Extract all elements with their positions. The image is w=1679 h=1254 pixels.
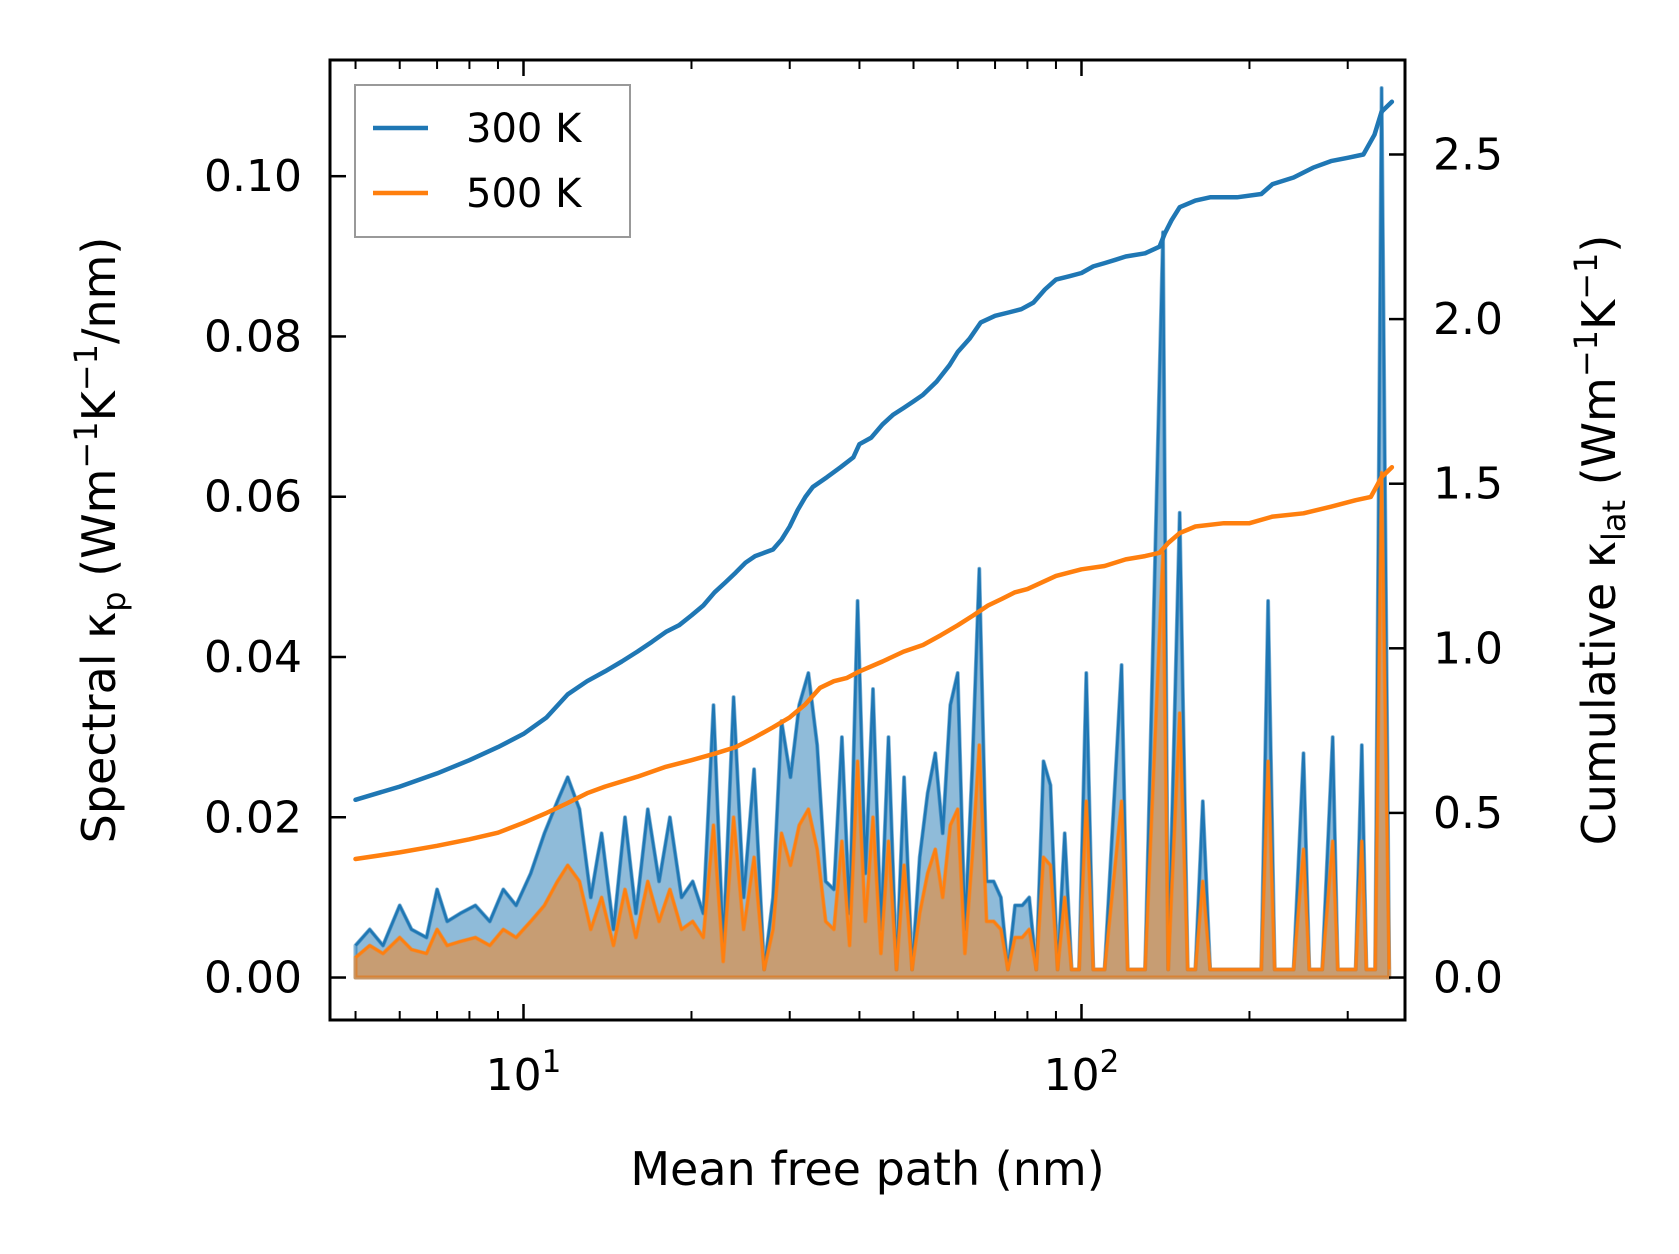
spectral-line-1 (354, 471, 1391, 971)
x-tick-label-exponent: 1 (542, 1044, 562, 1080)
y-left-tick-label: 0.08 (204, 311, 302, 362)
y-right-tick-label: 0.0 (1433, 953, 1503, 1004)
y-right-axis-label-unit: (Wm (1572, 377, 1626, 500)
plot-area (353, 86, 1395, 980)
y-left-axis-label-prefix: Spectral κ (72, 612, 126, 844)
x-axis-label: Mean free path (nm) (630, 1142, 1104, 1196)
y-right-tick-label: 2.5 (1433, 129, 1503, 180)
legend-label-0: 300 K (466, 106, 583, 152)
y-left-tick-label: 0.10 (204, 151, 302, 202)
y-right-axis-label-tail: ) (1572, 235, 1626, 253)
y-right-axis-label-mid: K (1572, 298, 1626, 330)
y-right-tick-label: 0.5 (1433, 788, 1503, 839)
y-right-axis-label: Cumulative κlat (Wm−1K−1) (1567, 235, 1633, 846)
y-left-axis-label-sup2: −1 (67, 344, 105, 391)
x-tick-label: 102 (1044, 1044, 1120, 1101)
x-tick-label-base: 10 (486, 1050, 542, 1101)
legend-label-1: 500 K (466, 171, 583, 217)
y-right-axis-label-subscript: lat (1595, 500, 1633, 541)
y-left-axis-label-subscript: p (95, 591, 133, 611)
y-right-axis-label-sup2: −1 (1567, 253, 1605, 300)
y-left-tick-label: 0.00 (204, 953, 302, 1004)
y-left-axis-label-mid: K (72, 389, 126, 421)
y-left-tick-label: 0.02 (204, 792, 302, 843)
x-tick-label-exponent: 2 (1100, 1044, 1120, 1080)
x-tick-label: 101 (486, 1044, 562, 1101)
y-right-tick-label: 1.0 (1433, 623, 1503, 674)
axes: 101 1020.000.020.040.060.080.100.00.51.01… (67, 58, 1633, 1196)
cumulative-line-0 (353, 99, 1395, 803)
y-right-tick-label: 1.5 (1433, 459, 1503, 510)
legend: 300 K 500 K (354, 84, 631, 238)
y-left-tick-label: 0.04 (204, 632, 302, 683)
y-left-axis-label-tail: /nm) (72, 237, 126, 344)
axes-frame (328, 58, 1407, 1022)
y-left-axis-label: Spectral κp (Wm−1K−1/nm) (67, 237, 133, 844)
y-left-tick-label: 0.06 (204, 472, 302, 523)
y-right-axis-label-sup1: −1 (1567, 330, 1605, 377)
y-right-tick-label: 2.0 (1433, 294, 1503, 345)
y-left-axis-label-unit: (Wm (72, 469, 126, 592)
x-tick-label-base: 10 (1044, 1050, 1100, 1101)
cumulative-line-1 (353, 464, 1395, 862)
y-left-axis-label-sup1: −1 (67, 421, 105, 468)
y-right-axis-label-prefix: Cumulative κ (1572, 541, 1626, 845)
legend-box (354, 84, 631, 238)
